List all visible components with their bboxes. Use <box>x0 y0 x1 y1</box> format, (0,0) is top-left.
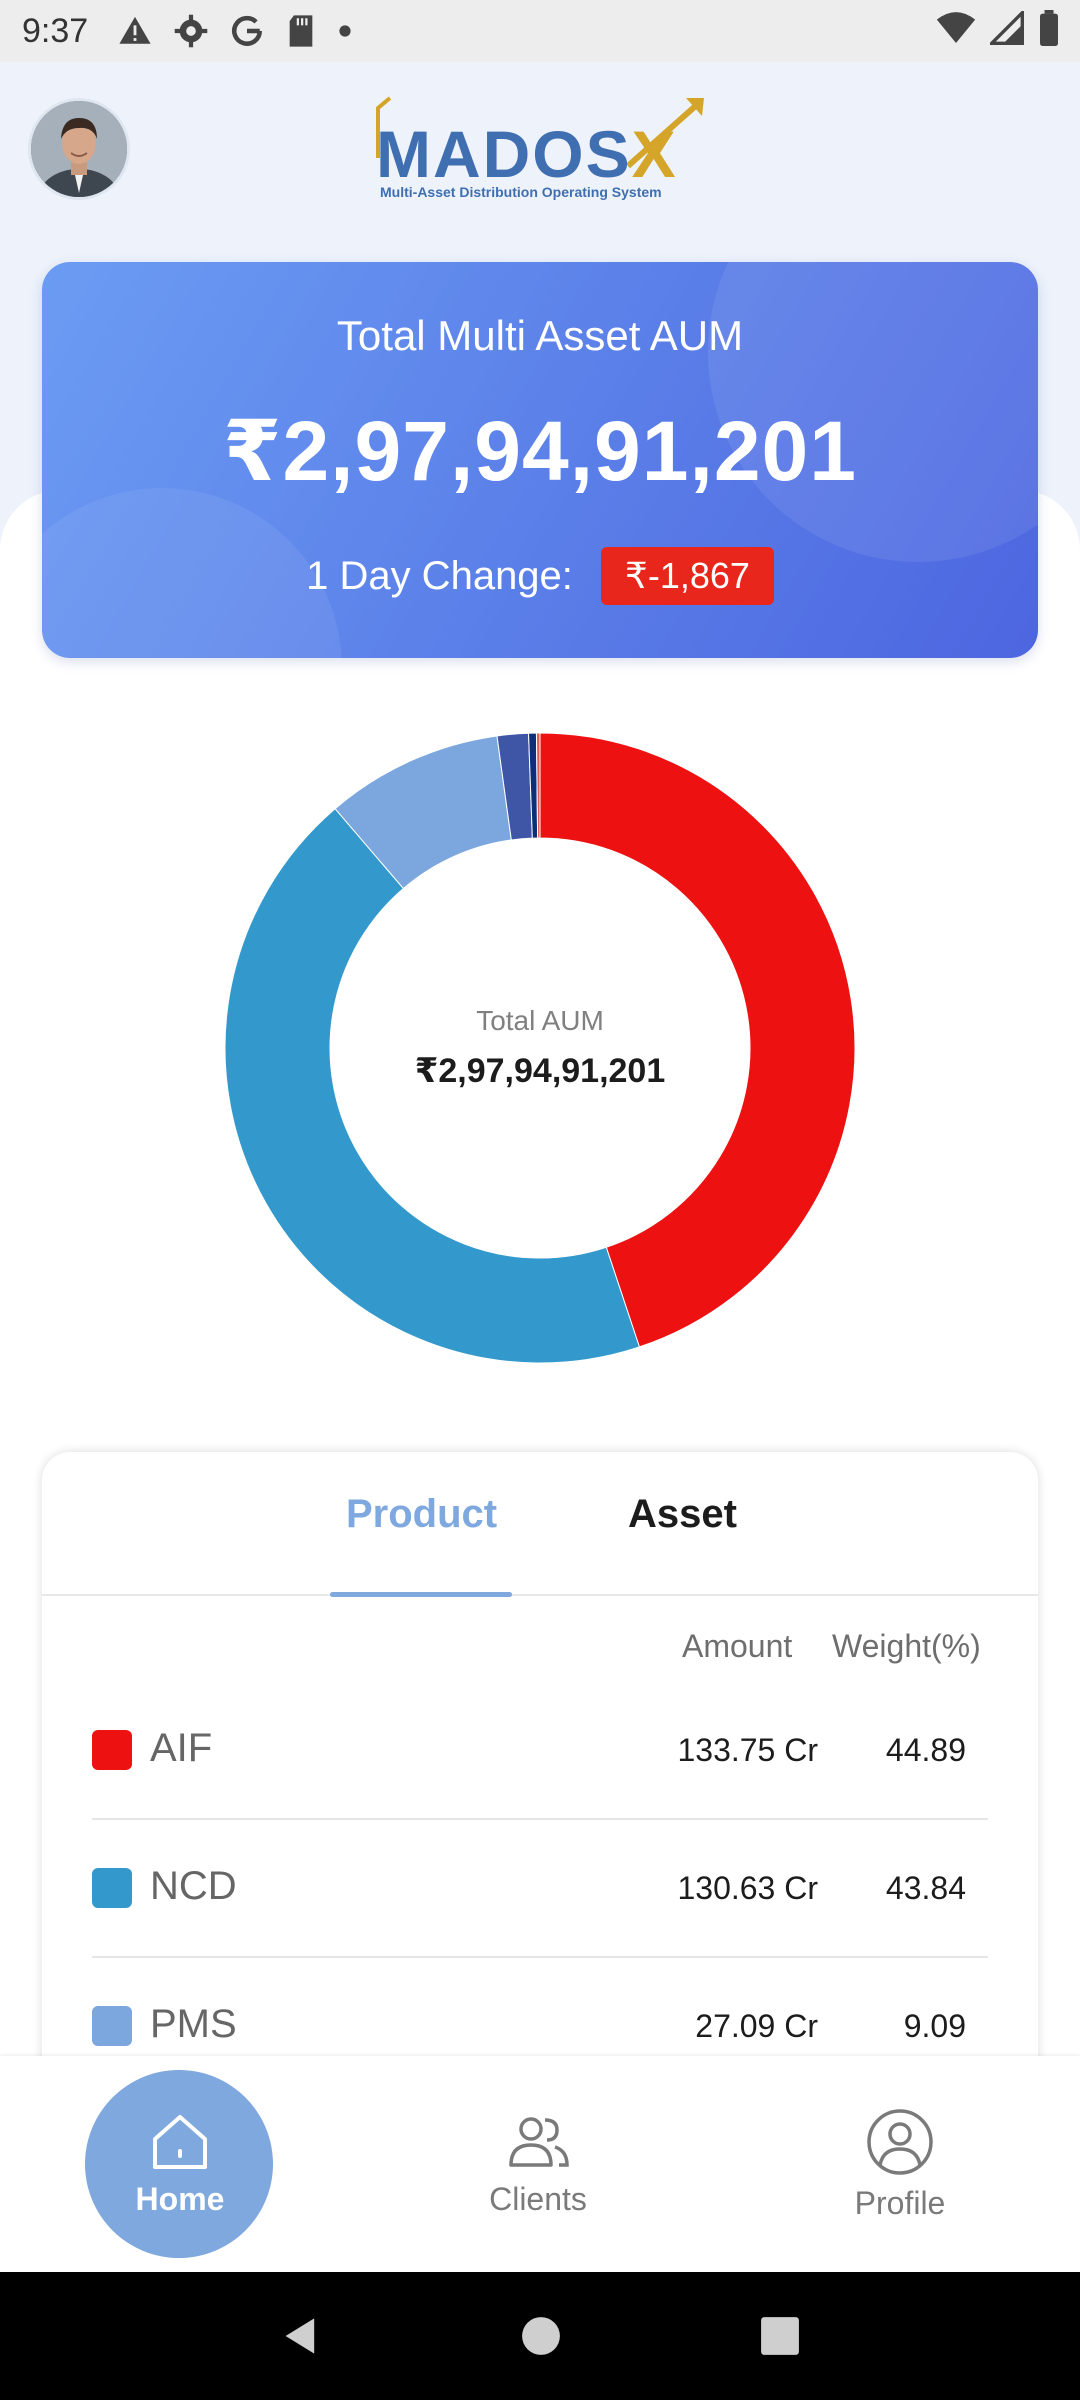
status-bar: 9:37 <box>0 0 1080 62</box>
recents-icon[interactable] <box>759 2315 801 2357</box>
day-change-badge: ₹-1,867 <box>600 547 774 605</box>
sd-card-icon <box>289 15 313 47</box>
nav-profile-label: Profile <box>854 2184 946 2221</box>
home-circle-icon[interactable] <box>520 2315 562 2357</box>
nav-home-highlight <box>85 2070 273 2258</box>
donut-slice-aif[interactable] <box>539 732 856 1348</box>
row-weight: 9.09 <box>903 2008 966 2044</box>
battery-icon <box>1040 10 1058 46</box>
aum-card-value: ₹2,97,94,91,201 <box>223 404 857 498</box>
legend-swatch <box>92 1868 132 1908</box>
home-icon <box>153 2114 207 2169</box>
warning-icon <box>119 16 151 44</box>
donut-center-value: ₹2,97,94,91,201 <box>414 1052 666 1090</box>
row-amount: 130.63 Cr <box>677 1870 818 1906</box>
logo-arrow-icon <box>376 96 704 169</box>
row-divider <box>92 1818 988 1820</box>
google-icon <box>232 15 263 46</box>
signal-icon <box>990 11 1024 45</box>
back-icon[interactable] <box>279 2314 323 2358</box>
row-divider <box>92 1956 988 1958</box>
row-name: PMS <box>150 2002 237 2046</box>
row-name: NCD <box>150 1864 237 1908</box>
wifi-icon <box>936 12 976 43</box>
allocation-card: Product Asset Amount Weight(%) AIF 133.7… <box>42 1452 1038 2152</box>
donut-slice-other-3[interactable] <box>535 732 541 839</box>
nav-profile[interactable]: Profile <box>790 2056 1010 2272</box>
row-weight: 44.89 <box>885 1732 966 1768</box>
tab-asset[interactable]: Asset <box>628 1492 737 1536</box>
row-amount: 27.09 Cr <box>695 2008 818 2044</box>
nav-home[interactable]: Home <box>70 2056 290 2272</box>
nav-clients[interactable]: Clients <box>428 2056 648 2272</box>
settings-icon <box>174 14 208 48</box>
table-row[interactable]: PMS 27.09 Cr 9.09 <box>92 1958 988 2096</box>
total-aum-card: Total Multi Asset AUM ₹2,97,94,91,201 1 … <box>42 262 1038 658</box>
legend-swatch <box>92 1730 132 1770</box>
row-weight: 43.84 <box>885 1870 966 1906</box>
profile-icon <box>867 2108 933 2175</box>
column-header-amount: Amount <box>682 1628 793 1664</box>
allocation-tabs: Product Asset <box>42 1452 1038 1597</box>
system-navigation-bar <box>0 2272 1080 2400</box>
donut-center-label: Total AUM <box>476 1005 604 1036</box>
nav-clients-label: Clients <box>489 2180 587 2217</box>
logo-tagline: Multi-Asset Distribution Operating Syste… <box>380 184 662 200</box>
day-change-label: 1 Day Change: <box>306 553 573 598</box>
tab-product[interactable]: Product <box>346 1492 498 1536</box>
avatar-photo-icon <box>31 101 127 197</box>
day-change: 1 Day Change: ₹-1,867 <box>42 547 1038 605</box>
nav-home-label: Home <box>135 2180 225 2217</box>
column-header-weight: Weight(%) <box>832 1628 981 1664</box>
logo-wordmark: MADOSX <box>376 117 678 191</box>
row-name: AIF <box>150 1726 213 1770</box>
avatar[interactable] <box>28 98 130 200</box>
donut-slice-ncd[interactable] <box>224 808 641 1364</box>
donut-center: Total AUM ₹2,97,94,91,201 <box>220 728 860 1368</box>
active-tab-indicator <box>330 1592 512 1597</box>
aum-card-title: Total Multi Asset AUM <box>336 312 744 359</box>
table-row[interactable]: AIF 133.75 Cr 44.89 <box>92 1682 988 1820</box>
aum-donut-chart[interactable] <box>220 728 860 1368</box>
legend-swatch <box>92 2006 132 2046</box>
brand-logo: MADOSX Multi-Asset Distribution Operatin… <box>368 96 708 206</box>
dot-icon <box>339 25 351 37</box>
status-time: 9:37 <box>22 11 89 50</box>
clients-icon <box>509 2116 569 2167</box>
table-row[interactable]: NCD 130.63 Cr 43.84 <box>92 1820 988 1958</box>
row-amount: 133.75 Cr <box>677 1732 818 1768</box>
bottom-navigation: Home Clients Profile <box>0 2056 1080 2272</box>
